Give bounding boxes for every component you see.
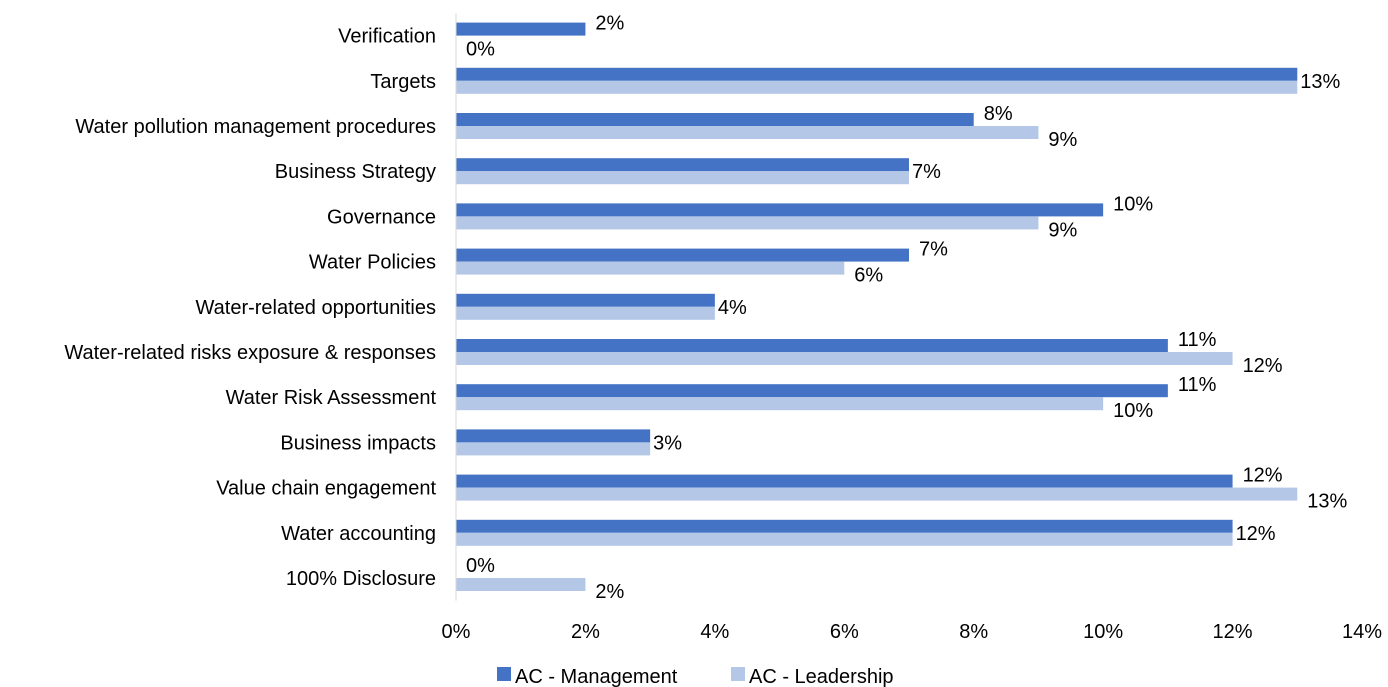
category-labels: Verification Targets Water pollution manag… bbox=[64, 26, 436, 590]
data-label: 6% bbox=[854, 265, 883, 287]
data-label: 0% bbox=[466, 39, 495, 61]
data-label: 2% bbox=[595, 581, 624, 603]
x-tick-label: 6% bbox=[830, 621, 859, 643]
bar-management bbox=[456, 474, 1233, 488]
category-label: Business Strategy bbox=[275, 161, 436, 183]
data-label: 2% bbox=[595, 13, 624, 35]
bar-leadership bbox=[456, 352, 1233, 365]
bar-management bbox=[456, 248, 909, 262]
data-label: 9% bbox=[1048, 129, 1077, 151]
category-label: Targets bbox=[370, 71, 436, 93]
category-label: Water accounting bbox=[281, 523, 436, 545]
x-tick-label: 8% bbox=[959, 621, 988, 643]
category-label: Water-related opportunities bbox=[196, 297, 437, 319]
bar-leadership bbox=[456, 80, 1298, 94]
bar-leadership bbox=[456, 216, 1039, 230]
data-label: 13% bbox=[1307, 491, 1347, 513]
data-label: 8% bbox=[984, 103, 1013, 125]
x-tick-label: 0% bbox=[442, 621, 471, 643]
x-tick-label: 4% bbox=[700, 621, 729, 643]
legend: AC - Management AC - Leadership bbox=[497, 666, 894, 687]
data-label: 7% bbox=[912, 161, 941, 183]
category-label: Water-related risks exposure & responses bbox=[64, 342, 436, 364]
category-label: Verification bbox=[338, 26, 436, 48]
bar-leadership bbox=[456, 261, 845, 275]
bar-management bbox=[456, 429, 651, 443]
data-label: 12% bbox=[1243, 465, 1283, 487]
x-tick-label: 12% bbox=[1213, 621, 1253, 643]
data-label: 12% bbox=[1236, 523, 1276, 545]
x-tick-label: 10% bbox=[1083, 621, 1123, 643]
bar-management bbox=[456, 158, 909, 172]
data-label: 0% bbox=[466, 555, 495, 577]
legend-swatch-management bbox=[497, 667, 511, 681]
bars bbox=[456, 22, 1298, 591]
data-label: 10% bbox=[1113, 193, 1153, 215]
data-label: 12% bbox=[1243, 355, 1283, 377]
bar-management bbox=[456, 384, 1168, 398]
category-label: Water Risk Assessment bbox=[226, 387, 437, 409]
bar-management bbox=[456, 293, 715, 307]
bar-leadership bbox=[456, 171, 909, 185]
category-label: Governance bbox=[327, 206, 436, 228]
legend-label-leadership: AC - Leadership bbox=[749, 666, 894, 687]
category-label: Value chain engagement bbox=[216, 478, 436, 500]
legend-swatch-leadership bbox=[731, 667, 745, 681]
bar-management bbox=[456, 339, 1168, 352]
x-tick-label: 2% bbox=[571, 621, 600, 643]
legend-label-management: AC - Management bbox=[515, 666, 678, 687]
bar-leadership bbox=[456, 442, 651, 456]
category-label: Water Policies bbox=[309, 252, 436, 274]
x-tick-label: 14% bbox=[1342, 621, 1382, 643]
bar-management bbox=[456, 203, 1104, 217]
data-label: 4% bbox=[718, 297, 747, 319]
x-axis-ticks: 0% 2% 4% 6% 8% 10% 12% 14% bbox=[442, 621, 1383, 643]
data-label: 10% bbox=[1113, 400, 1153, 422]
data-label: 13% bbox=[1300, 71, 1340, 93]
bar-leadership bbox=[456, 306, 715, 320]
bar-management bbox=[456, 67, 1298, 81]
data-label: 7% bbox=[919, 239, 948, 261]
data-label: 11% bbox=[1178, 374, 1217, 396]
category-label: 100% Disclosure bbox=[286, 568, 436, 590]
bar-leadership bbox=[456, 397, 1104, 411]
category-label: Business impacts bbox=[280, 432, 436, 454]
category-label: Water pollution management procedures bbox=[75, 116, 436, 138]
bar-management bbox=[456, 22, 586, 36]
bar-management bbox=[456, 519, 1233, 533]
bar-leadership bbox=[456, 126, 1039, 139]
data-label: 9% bbox=[1048, 219, 1077, 241]
bar-management bbox=[456, 113, 974, 126]
data-label: 3% bbox=[653, 432, 682, 454]
bar-leadership bbox=[456, 578, 586, 591]
bar-leadership bbox=[456, 487, 1298, 501]
bar-leadership bbox=[456, 532, 1233, 546]
data-label: 11% bbox=[1178, 329, 1217, 351]
data-labels: 2% 0% 13% 8% 9% 7% 10% 9% 7% 6% 4% 11% 12% 11% 10% 3% 12… bbox=[466, 13, 1348, 603]
